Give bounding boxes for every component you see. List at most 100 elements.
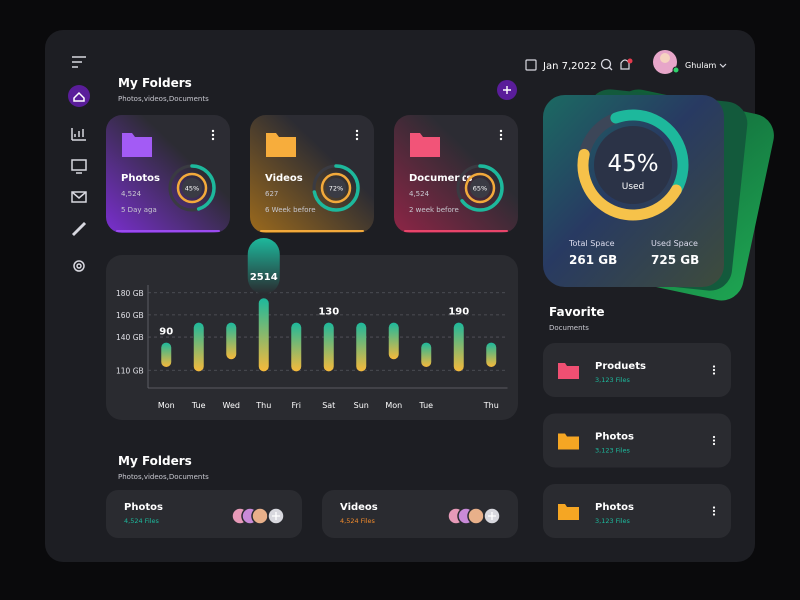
percent-ring — [312, 164, 360, 212]
percent-ring — [456, 164, 504, 212]
menu-dot — [712, 509, 716, 513]
recent-subtitle: Photos,videos,Documents — [118, 473, 209, 481]
folder-icon — [558, 504, 579, 520]
item-bg — [543, 413, 731, 468]
bar — [161, 342, 172, 367]
folder-icon — [122, 133, 152, 157]
section-title: My Folders — [118, 76, 192, 90]
folder-cards: Photos 4,524 5 Day aga 45% Videos 627 6 Week b… — [106, 115, 518, 233]
card-time: 5 Day aga — [121, 206, 157, 214]
date: Jan 7,2022 — [542, 61, 597, 72]
card-count: 627 — [265, 190, 278, 198]
card-count: 4,524 — [409, 190, 430, 198]
inner-ring — [320, 172, 352, 204]
plus — [488, 512, 496, 520]
total-label: Total Space — [568, 239, 615, 248]
used-text: Used — [622, 182, 645, 192]
folder-icon — [558, 433, 579, 450]
user-name: Ghulam — [685, 61, 716, 70]
plus — [272, 512, 280, 520]
recent-item[interactable]: Videos 4,524 Files — [322, 490, 518, 538]
menu-dot — [499, 137, 503, 141]
used-label: Used Space — [651, 239, 698, 248]
bar — [486, 342, 497, 367]
item-bg — [106, 490, 302, 538]
folder-icon — [266, 133, 296, 157]
menu-dot — [499, 129, 503, 133]
x-tick-label: Mon — [385, 401, 402, 410]
menu-dot — [355, 129, 359, 133]
percent-label: 45% — [185, 185, 199, 193]
y-tick-label: 140 GB — [116, 333, 144, 342]
y-tick-label: 160 GB — [116, 311, 144, 320]
item-name: Videos — [340, 502, 378, 513]
x-tick-label: Sat — [322, 401, 335, 410]
header: Jan 7,2022 Ghulam — [525, 50, 727, 74]
menu-dot — [712, 506, 716, 509]
percent-ring — [168, 164, 216, 212]
card-accent — [260, 230, 364, 232]
used-percent: 45% — [607, 151, 658, 177]
bar — [226, 322, 237, 360]
menu-dot — [712, 513, 716, 516]
avatar — [251, 507, 269, 525]
item-name: Photos — [595, 432, 634, 443]
bar — [421, 342, 432, 367]
item-bg — [543, 484, 731, 538]
menu-dot — [499, 133, 503, 137]
recent-title: My Folders — [118, 454, 192, 468]
favorite-subtitle: Documents — [549, 324, 589, 332]
x-tick-label: Mon — [158, 401, 175, 410]
sidebar — [68, 56, 90, 272]
bar — [291, 322, 302, 372]
folder-card[interactable]: Documents 4,524 2 week before 65% — [394, 115, 518, 233]
section-subtitle: Photos,videos,Documents — [118, 95, 209, 103]
favorite-item[interactable]: Photos 3,123 Files — [543, 413, 731, 468]
used-arc — [577, 109, 689, 221]
x-tick-label: Wed — [223, 401, 240, 410]
bar — [356, 322, 367, 372]
menu-dot — [712, 365, 716, 368]
search-icon[interactable] — [600, 58, 612, 70]
bar — [258, 298, 269, 372]
label-bubble — [247, 238, 280, 294]
x-tick-label: Thu — [483, 401, 499, 410]
x-tick-label: Sun — [354, 401, 369, 410]
recent-list: Photos 4,524 Files Videos 4,524 Files — [106, 490, 518, 538]
ring-center — [470, 178, 490, 198]
card-count: 4,524 — [121, 190, 142, 198]
folder-card[interactable]: Photos 4,524 5 Day aga 45% — [106, 115, 230, 233]
menu-dot — [712, 439, 716, 442]
total-value: 261 GB — [569, 253, 617, 267]
recent-item[interactable]: Photos 4,524 Files — [106, 490, 302, 538]
inner-ring — [176, 172, 208, 204]
card-accent — [404, 230, 508, 232]
ring-center — [182, 178, 202, 198]
card-name: Documents — [409, 173, 472, 184]
card-name: Videos — [265, 173, 303, 184]
folder-card[interactable]: Videos 627 6 Week before 72% — [250, 115, 374, 233]
favorite-title: Favorite — [549, 305, 605, 319]
bar-label: 90 — [159, 327, 173, 338]
favorite-item[interactable]: Photos 3,123 Files — [543, 484, 731, 538]
item-files: 4,524 Files — [124, 517, 160, 525]
avatar — [467, 507, 485, 525]
inner-ring — [464, 172, 496, 204]
item-bg — [322, 490, 518, 538]
home-button[interactable] — [68, 85, 90, 107]
card-accent — [116, 230, 220, 232]
favorite-item[interactable]: Produets 3,123 Files — [543, 343, 731, 397]
x-tick-label: Fri — [291, 401, 301, 410]
bar — [453, 322, 464, 372]
bar-label: 130 — [318, 307, 339, 318]
bar — [388, 322, 399, 360]
menu-dot — [355, 137, 359, 141]
menu-dot — [712, 442, 716, 446]
menu-dot — [211, 133, 215, 137]
ring-teal — [577, 109, 689, 221]
card-time: 2 week before — [409, 206, 459, 214]
y-tick-label: 110 GB — [116, 366, 144, 375]
menu-dot — [355, 133, 359, 137]
percent-label: 65% — [473, 185, 487, 193]
item-name: Produets — [595, 361, 646, 372]
